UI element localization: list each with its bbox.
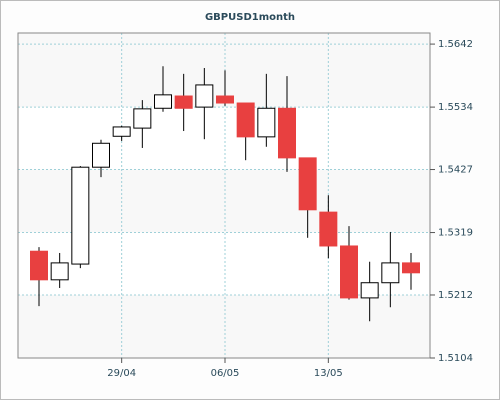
candle-body bbox=[92, 142, 110, 168]
x-tick-label: 13/05 bbox=[314, 368, 343, 379]
candle-body bbox=[278, 107, 296, 159]
candle-body bbox=[402, 262, 420, 274]
chart-title: GBPUSD1month bbox=[205, 12, 295, 23]
candle-body bbox=[174, 95, 193, 109]
candle-body bbox=[236, 102, 255, 138]
candle-body bbox=[298, 157, 317, 211]
candle-body bbox=[381, 262, 400, 284]
y-tick-label: 1.5534 bbox=[438, 102, 473, 113]
candle-body bbox=[319, 211, 338, 247]
x-tick-label: 06/05 bbox=[211, 368, 240, 379]
y-tick-label: 1.5212 bbox=[438, 290, 473, 301]
axes: 1.5104 1.5212 1.5319 1.5427 1.5534 1.5642 29/0… bbox=[107, 39, 473, 379]
plot-border bbox=[17, 32, 431, 359]
candle-body bbox=[195, 84, 214, 108]
candle-body bbox=[340, 245, 358, 299]
y-tick-label: 1.5427 bbox=[438, 165, 473, 176]
candle-body bbox=[71, 166, 90, 265]
y-tick-label: 1.5642 bbox=[438, 39, 473, 50]
y-tick-label: 1.5319 bbox=[438, 228, 473, 239]
band bbox=[18, 107, 430, 170]
candle-body bbox=[50, 262, 69, 281]
candles bbox=[30, 66, 420, 322]
y-tick-label: 1.5104 bbox=[438, 353, 473, 364]
candle-body bbox=[133, 108, 152, 129]
candle-body bbox=[257, 107, 276, 138]
x-tick-label: 29/04 bbox=[107, 368, 136, 379]
candle-body bbox=[360, 282, 379, 299]
candle-body bbox=[30, 250, 48, 281]
candle-body bbox=[154, 94, 172, 109]
candle-body bbox=[216, 95, 234, 104]
candle-body bbox=[112, 126, 131, 137]
